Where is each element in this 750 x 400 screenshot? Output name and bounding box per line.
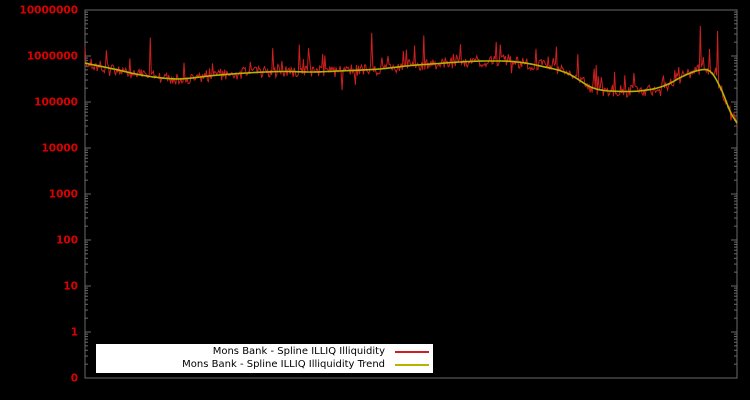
legend-label-illiquidity: Mons Bank - Spline ILLIQ Illiquidity (212, 346, 385, 357)
y-tick-label: 10 (63, 281, 78, 293)
legend-item-trend: Mons Bank - Spline ILLIQ Illiquidity Tre… (96, 359, 433, 372)
y-tick-label: 1000 (49, 189, 78, 201)
series-trend-line (84, 60, 738, 124)
legend: Mons Bank - Spline ILLIQ Illiquidity Mon… (96, 344, 433, 373)
legend-line-sample-trend (395, 364, 429, 366)
y-tick-label: 1 (71, 327, 78, 339)
y-tick-label: 100 (56, 235, 78, 247)
legend-label-trend: Mons Bank - Spline ILLIQ Illiquidity Tre… (182, 359, 385, 370)
y-tick-label: 100000 (34, 97, 78, 109)
legend-line-sample-illiquidity (395, 351, 429, 353)
legend-item-illiquidity: Mons Bank - Spline ILLIQ Illiquidity (96, 346, 433, 359)
y-tick-label: 0 (71, 373, 78, 385)
y-tick-label: 10000000 (20, 5, 78, 17)
y-tick-label: 1000000 (27, 51, 78, 63)
y-tick-label: 10000 (41, 143, 78, 155)
